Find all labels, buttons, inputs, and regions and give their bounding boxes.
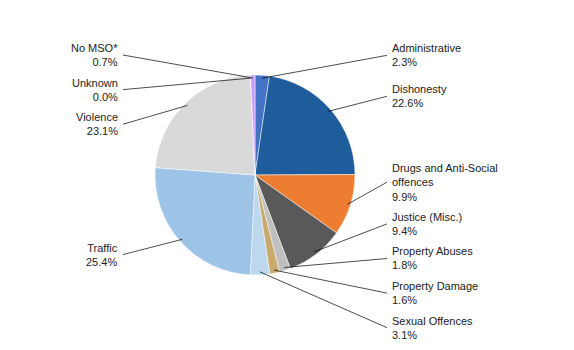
svg-text:Property Abuses1.8%: Property Abuses1.8% [392,245,473,271]
svg-text:Justice (Misc.)9.4%: Justice (Misc.)9.4% [392,211,462,237]
svg-text:Unknown0.0%: Unknown0.0% [72,77,118,103]
svg-text:No MSO*0.7%: No MSO*0.7% [71,42,118,68]
svg-text:Administrative2.3%: Administrative2.3% [392,42,461,68]
svg-text:Traffic25.4%: Traffic25.4% [86,242,118,268]
svg-text:Violence23.1%: Violence23.1% [76,111,118,137]
svg-text:Sexual Offences3.1%: Sexual Offences3.1% [392,315,473,341]
svg-text:Dishonesty22.6%: Dishonesty22.6% [392,83,447,109]
svg-text:Drugs and Anti-Socialoffences9: Drugs and Anti-Socialoffences9.9% [392,162,498,203]
svg-text:Property Damage1.6%: Property Damage1.6% [392,280,478,306]
